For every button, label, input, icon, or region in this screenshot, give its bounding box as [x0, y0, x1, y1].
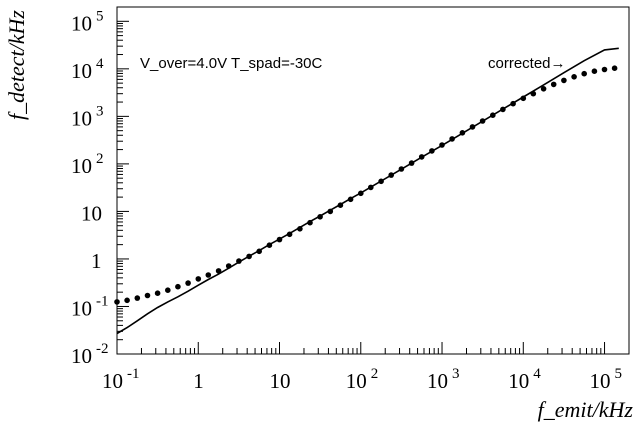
data-point	[520, 95, 527, 102]
data-point	[154, 290, 161, 297]
data-point	[317, 214, 323, 220]
y-tick-label: 10	[81, 201, 102, 225]
data-point	[195, 276, 202, 282]
y-tick-label-exponent: -1	[96, 293, 109, 309]
corrected-curve	[116, 47, 619, 335]
data-point	[185, 280, 191, 286]
conditions-annotation: V_over=4.0V T_spad=-30C	[140, 55, 323, 72]
data-point	[225, 263, 232, 269]
data-point	[246, 253, 252, 260]
data-point	[165, 287, 171, 294]
data-point	[490, 112, 496, 118]
data-point	[388, 172, 395, 178]
data-point	[591, 68, 598, 74]
data-point	[378, 178, 384, 185]
x-tick-label-exponent: 4	[533, 366, 541, 382]
data-point	[561, 77, 567, 84]
x-tick-label: 10 2	[346, 366, 379, 393]
y-tick-label-exponent: -2	[96, 341, 109, 357]
data-point	[398, 166, 405, 172]
data-point	[408, 160, 415, 166]
y-tick-label-exponent: 3	[96, 103, 104, 119]
data-point	[418, 154, 425, 160]
data-point	[439, 142, 445, 148]
data-point	[429, 148, 435, 154]
x-tick-label-exponent: 3	[452, 366, 460, 382]
y-axis-title: f_detect/kHz	[4, 10, 29, 120]
data-point	[175, 283, 181, 290]
data-point	[459, 130, 466, 136]
data-point	[215, 268, 222, 274]
data-point	[368, 184, 374, 191]
data-point	[601, 66, 608, 73]
x-tick-label: 10	[270, 369, 291, 393]
data-point	[144, 292, 151, 299]
data-point	[581, 70, 587, 77]
y-tick-label-exponent: 4	[96, 56, 104, 72]
x-tick-label-exponent: 2	[371, 366, 379, 382]
y-tick-label-exponent: 2	[96, 151, 104, 167]
data-point	[571, 74, 577, 80]
data-point	[550, 81, 557, 88]
corrected-line-series	[116, 47, 619, 335]
data-point	[347, 196, 354, 203]
y-tick-label-exponent: 5	[96, 8, 104, 24]
data-point	[297, 226, 303, 232]
data-point	[327, 208, 334, 215]
data-point	[510, 100, 516, 107]
data-point	[236, 258, 242, 264]
data-point	[266, 242, 273, 248]
data-point	[276, 236, 283, 243]
x-tick-label: 1	[193, 369, 204, 393]
data-point	[256, 248, 263, 255]
x-tick-label-exponent: 5	[615, 366, 623, 382]
x-tick-label-exponent: -1	[127, 366, 140, 382]
data-point	[500, 106, 506, 113]
data-point	[449, 136, 455, 142]
y-tick-label: 1	[91, 249, 102, 273]
data-point	[358, 190, 364, 197]
corrected-annotation: corrected→	[488, 55, 566, 72]
plot-frame	[116, 6, 630, 355]
data-point	[469, 124, 476, 130]
data-point	[307, 219, 313, 226]
data-point	[205, 272, 212, 278]
data-point	[479, 118, 486, 124]
data-point	[337, 202, 344, 208]
data-point	[286, 231, 293, 238]
data-point	[611, 65, 618, 71]
data-point	[124, 297, 130, 304]
data-point	[134, 295, 141, 301]
data-point	[530, 90, 537, 97]
x-axis-title: f_emit/kHz	[538, 397, 634, 422]
measured-marker-series	[114, 65, 618, 305]
data-point	[540, 86, 547, 92]
